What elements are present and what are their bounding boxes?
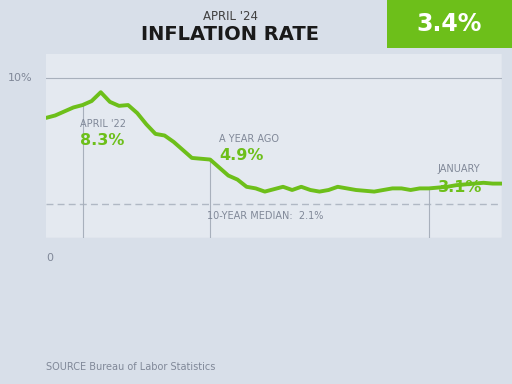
Text: SOURCE Bureau of Labor Statistics: SOURCE Bureau of Labor Statistics — [46, 362, 216, 372]
Text: APRIL '24: APRIL '24 — [203, 10, 258, 23]
Text: APRIL '22: APRIL '22 — [80, 119, 126, 129]
Text: 8.3%: 8.3% — [80, 133, 124, 148]
Text: 0: 0 — [46, 253, 53, 263]
Text: 4.9%: 4.9% — [219, 148, 264, 163]
Text: 10-YEAR MEDIAN:  2.1%: 10-YEAR MEDIAN: 2.1% — [207, 211, 323, 221]
Text: A YEAR AGO: A YEAR AGO — [219, 134, 279, 144]
Text: 3.1%: 3.1% — [438, 180, 482, 195]
Text: JANUARY: JANUARY — [438, 164, 481, 174]
Text: INFLATION RATE: INFLATION RATE — [141, 25, 319, 44]
Text: 10%: 10% — [8, 73, 32, 83]
Text: 3.4%: 3.4% — [417, 12, 482, 36]
